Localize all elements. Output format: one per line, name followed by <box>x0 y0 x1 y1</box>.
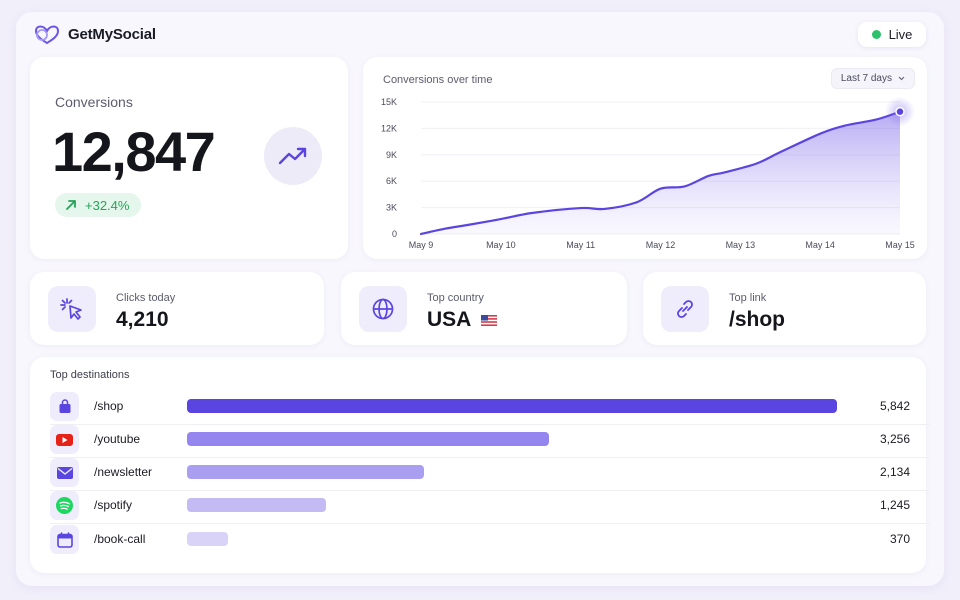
destination-bar <box>187 399 837 413</box>
conversions-card: Conversions 12,847 +32.4% <box>30 57 348 259</box>
stat-value: 4,210 <box>116 308 169 332</box>
us-flag-icon <box>481 314 498 326</box>
chart-y-tick-label: 15K <box>381 97 397 107</box>
row-divider <box>50 490 930 491</box>
chart-y-tick-label: 3K <box>386 203 397 213</box>
chart-x-tick-label: May 12 <box>646 240 676 250</box>
trending-up-icon <box>264 127 322 185</box>
stat-label: Top country <box>427 292 484 304</box>
destination-bar <box>187 432 549 446</box>
link-icon <box>661 286 709 332</box>
chevron-down-icon <box>898 76 905 81</box>
chart-x-tick-label: May 10 <box>486 240 516 250</box>
conversions-line-chart: 15K 12K 9K 6K 3K 0 May 9 May 10 May 11 May 12 May… <box>381 96 915 250</box>
destination-row-youtube[interactable]: /youtube 3,256 <box>50 423 930 456</box>
stat-label: Top link <box>729 292 767 304</box>
calendar-icon <box>50 525 79 554</box>
top-destinations-card: Top destinations /shop 5,842 /youtube 3,… <box>30 357 930 573</box>
chart-x-tick-label: May 11 <box>566 240 595 250</box>
chart-y-tick-label: 12K <box>381 123 397 133</box>
date-range-select[interactable]: Last 7 days <box>830 68 915 89</box>
destination-value: 2,134 <box>879 465 910 479</box>
destinations-title: Top destinations <box>50 369 130 381</box>
brand-name: GetMySocial <box>68 25 156 43</box>
brand-logo-icon <box>34 25 60 45</box>
destination-value: 3,256 <box>879 432 910 446</box>
destination-bar <box>187 465 424 479</box>
chart-area-fill <box>421 111 900 234</box>
destination-value: 1,245 <box>879 498 910 512</box>
stat-label: Clicks today <box>116 292 176 304</box>
spotify-icon <box>50 491 79 520</box>
destination-label: /spotify <box>94 498 133 512</box>
destination-bar <box>187 498 326 512</box>
destination-value: 370 <box>889 532 910 546</box>
globe-icon <box>359 286 407 332</box>
row-divider <box>50 523 930 524</box>
arrow-up-right-icon <box>66 200 76 210</box>
stat-value-text: USA <box>427 308 472 331</box>
live-status-badge[interactable]: Live <box>858 22 926 47</box>
destination-row-spotify[interactable]: /spotify 1,245 <box>50 489 930 522</box>
stat-value: USA <box>427 308 498 332</box>
destination-label: /newsletter <box>94 465 153 479</box>
date-range-label: Last 7 days <box>840 73 892 84</box>
conversions-change-badge: +32.4% <box>55 193 142 217</box>
live-label: Live <box>888 27 913 42</box>
chart-x-tick-label: May 9 <box>409 240 434 250</box>
stat-card-clicks[interactable]: Clicks today 4,210 <box>30 272 324 345</box>
mail-icon <box>50 458 79 487</box>
stat-card-top-country[interactable]: Top country USA <box>341 272 627 345</box>
row-divider <box>50 457 930 458</box>
conversions-change: +32.4% <box>85 197 130 213</box>
stat-value-text: /shop <box>729 308 785 331</box>
destination-label: /youtube <box>94 432 141 446</box>
live-dot-icon <box>871 30 881 39</box>
chart-x-tick-label: May 14 <box>805 240 835 250</box>
conversions-value: 12,847 <box>52 120 216 183</box>
destination-row-newsletter[interactable]: /newsletter 2,134 <box>50 456 930 489</box>
chart-y-tick-label: 6K <box>386 176 397 186</box>
stat-card-top-link[interactable]: Top link /shop <box>643 272 926 345</box>
chart-x-tick-label: May 15 <box>885 240 915 250</box>
chart-endpoint-point <box>895 106 905 117</box>
destination-bar <box>187 532 228 546</box>
chart-y-tick-label: 9K <box>386 150 397 160</box>
destination-value: 5,842 <box>879 399 910 413</box>
destination-label: /book-call <box>94 532 146 546</box>
chart-y-tick-label: 0 <box>392 229 397 239</box>
stat-value-text: 4,210 <box>116 308 169 331</box>
brand[interactable]: GetMySocial <box>32 22 156 46</box>
destination-label: /shop <box>94 399 124 413</box>
stat-value: /shop <box>729 308 785 332</box>
conversions-title: Conversions <box>55 94 133 110</box>
destination-row-book-call[interactable]: /book-call 370 <box>50 523 930 556</box>
chart-series-line <box>419 110 902 236</box>
cursor-click-icon <box>48 286 96 332</box>
chart-x-tick-label: May 13 <box>726 240 756 250</box>
chart-title: Conversions over time <box>383 74 493 86</box>
destination-row-shop[interactable]: /shop 5,842 <box>50 390 930 423</box>
conversions-chart-card: Conversions over time Last 7 days 15K 12K… <box>363 57 927 259</box>
row-divider <box>50 424 930 425</box>
youtube-icon <box>50 425 79 454</box>
shopping-bag-icon <box>50 392 79 421</box>
